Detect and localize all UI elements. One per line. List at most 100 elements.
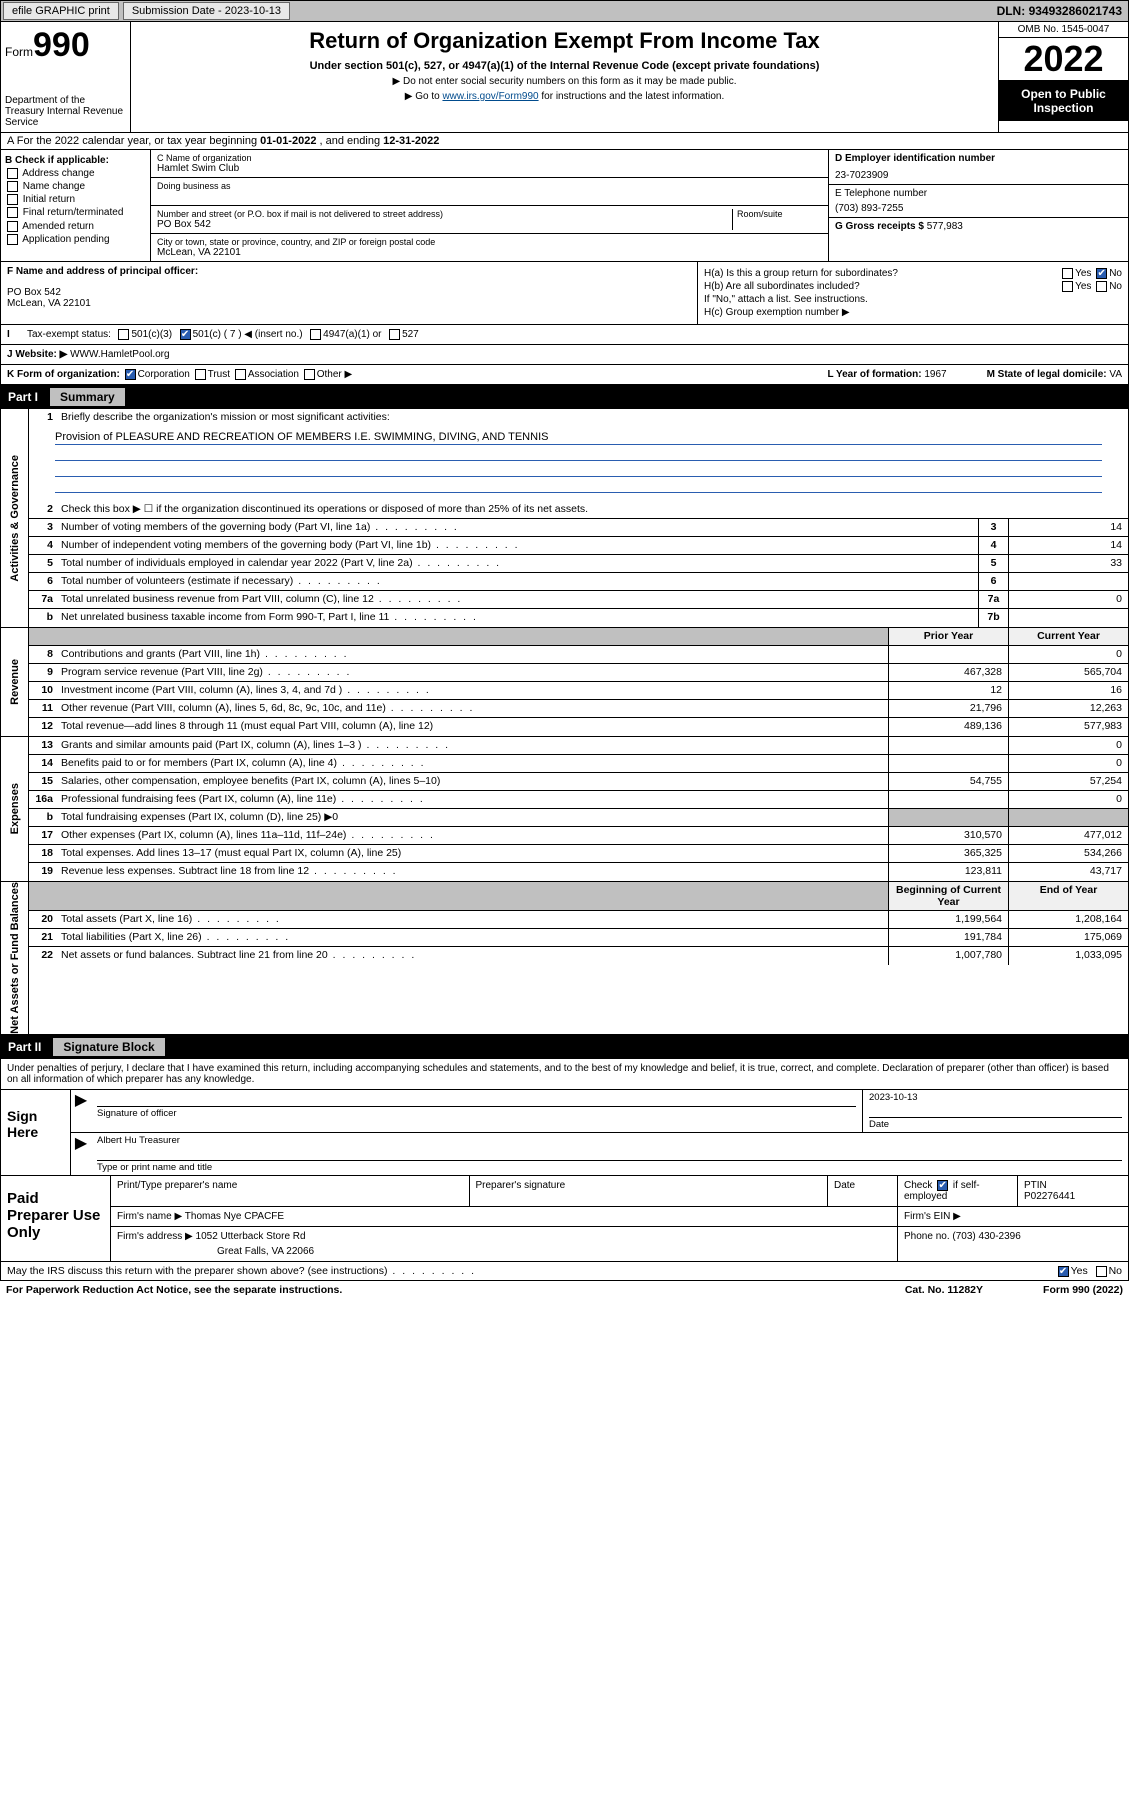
chk-address-change[interactable]: Address change [5,168,146,179]
line14-curr: 0 [1008,755,1128,772]
irs-discuss-text: May the IRS discuss this return with the… [7,1265,476,1277]
line17-prior: 310,570 [888,827,1008,844]
address-label: Number and street (or P.O. box if mail i… [157,209,732,219]
department-label: Department of the Treasury Internal Reve… [5,95,126,128]
form-ref: Form 990 (2022) [1043,1284,1123,1296]
line10-curr: 16 [1008,682,1128,699]
chk-final-return[interactable]: Final return/terminated [5,207,146,218]
line14-desc: Benefits paid to or for members (Part IX… [57,755,888,772]
firm-ein-cell: Firm's EIN ▶ [898,1207,1128,1226]
form-no: 990 [33,26,90,64]
prep-sig-hdr: Preparer's signature [470,1176,829,1206]
line16a-curr: 0 [1008,791,1128,808]
line10-desc: Investment income (Part VIII, column (A)… [57,682,888,699]
dba-cell: Doing business as [151,178,828,206]
city-label: City or town, state or province, country… [157,237,822,247]
line3-desc: Number of voting members of the governin… [57,519,978,536]
part-1-name: Summary [50,388,125,406]
phone-label: E Telephone number [835,188,1122,199]
chk-other[interactable] [304,369,315,380]
line13-desc: Grants and similar amounts paid (Part IX… [57,737,888,754]
chk-self-employed[interactable]: ✔ [937,1180,948,1191]
col-d-e-g: D Employer identification number 23-7023… [828,150,1128,261]
ein-label: D Employer identification number [835,153,1122,164]
irs-discuss-row: May the IRS discuss this return with the… [0,1262,1129,1281]
section-expenses: Expenses 13Grants and similar amounts pa… [0,737,1129,882]
chk-527[interactable] [389,329,400,340]
line22-prior: 1,007,780 [888,947,1008,965]
line7b-desc: Net unrelated business taxable income fr… [57,609,978,627]
prep-name-hdr: Print/Type preparer's name [111,1176,470,1206]
h-questions: H(a) Is this a group return for subordin… [698,262,1128,324]
officer-signature-label: Signature of officer [97,1106,856,1119]
line20-desc: Total assets (Part X, line 16) [57,911,888,928]
chk-name-change[interactable]: Name change [5,181,146,192]
line21-prior: 191,784 [888,929,1008,946]
note2-post: for instructions and the latest informat… [539,91,725,102]
city-value: McLean, VA 22101 [157,247,822,258]
line16a-desc: Professional fundraising fees (Part IX, … [57,791,888,808]
row-j-website: J Website: ▶ WWW.HamletPool.org [0,345,1129,365]
top-bar: efile GRAPHIC print Submission Date - 20… [0,0,1129,22]
vtab-expenses: Expenses [1,737,29,881]
gross-label: G Gross receipts $ [835,221,924,232]
chk-application-pending[interactable]: Application pending [5,234,146,245]
part-2-name: Signature Block [53,1038,164,1056]
line11-desc: Other revenue (Part VIII, column (A), li… [57,700,888,717]
part-1-tag: Part I [8,390,46,404]
address-value: PO Box 542 [157,219,732,230]
chk-association[interactable] [235,369,246,380]
h-c: H(c) Group exemption number ▶ [704,307,1122,318]
line4-val: 14 [1008,537,1128,554]
chk-501c3[interactable] [118,329,129,340]
arrow-icon: ▶ [71,1133,91,1175]
k-label: K Form of organization: [7,369,120,380]
chk-trust[interactable] [195,369,206,380]
firm-addr1: 1052 Utterback Store Rd [196,1231,306,1242]
section-governance: Activities & Governance 1Briefly describ… [0,409,1129,628]
h-b: H(b) Are all subordinates included? Yes … [704,281,1122,292]
mission-text: Provision of PLEASURE AND RECREATION OF … [29,427,1128,501]
officer-label: F Name and address of principal officer: [7,266,691,277]
chk-amended-return[interactable]: Amended return [5,221,146,232]
sign-here-label: Sign Here [1,1090,71,1175]
chk-corporation[interactable]: ✔ [125,369,136,380]
line2-desc: Check this box ▶ ☐ if the organization d… [57,501,1128,518]
line20-prior: 1,199,564 [888,911,1008,928]
prep-selfemp-cell: Check ✔ if self-employed [898,1176,1018,1206]
line15-prior: 54,755 [888,773,1008,790]
pra-notice: For Paperwork Reduction Act Notice, see … [6,1284,342,1296]
line21-desc: Total liabilities (Part X, line 26) [57,929,888,946]
firm-phone-cell: Phone no. (703) 430-2396 [898,1227,1128,1261]
prep-ptin-cell: PTIN P02276441 [1018,1176,1128,1206]
line16b-desc: Total fundraising expenses (Part IX, col… [57,809,888,826]
line1-desc: Briefly describe the organization's miss… [57,409,1128,427]
line9-prior: 467,328 [888,664,1008,681]
irs-link[interactable]: www.irs.gov/Form990 [442,91,538,102]
rowa-mid: , and ending [316,135,383,147]
signature-intro: Under penalties of perjury, I declare th… [0,1059,1129,1090]
form-number: Form990 [5,26,126,65]
line19-curr: 43,717 [1008,863,1128,881]
hdr-eoy: End of Year [1008,882,1128,910]
rowa-end: 12-31-2022 [383,135,439,147]
line6-val [1008,573,1128,590]
officer-name: Albert Hu Treasurer [97,1135,1122,1146]
chk-discuss-no[interactable] [1096,1266,1107,1277]
chk-discuss-yes[interactable]: ✔ [1058,1266,1069,1277]
firm-name-cell: Firm's name ▶ Thomas Nye CPACFE [111,1207,898,1226]
org-name-label: C Name of organization [157,153,822,163]
efile-print-button[interactable]: efile GRAPHIC print [3,2,119,20]
chk-4947[interactable] [310,329,321,340]
line19-desc: Revenue less expenses. Subtract line 18 … [57,863,888,881]
line18-desc: Total expenses. Add lines 13–17 (must eq… [57,845,888,862]
line21-curr: 175,069 [1008,929,1128,946]
part-2-tag: Part II [8,1040,49,1054]
line7a-desc: Total unrelated business revenue from Pa… [57,591,978,608]
j-value: WWW.HamletPool.org [70,349,169,360]
tax-year: 2022 [999,38,1128,81]
chk-initial-return[interactable]: Initial return [5,194,146,205]
chk-501c[interactable]: ✔ [180,329,191,340]
gross-value: 577,983 [927,221,963,232]
hdr-boy: Beginning of Current Year [888,882,1008,910]
